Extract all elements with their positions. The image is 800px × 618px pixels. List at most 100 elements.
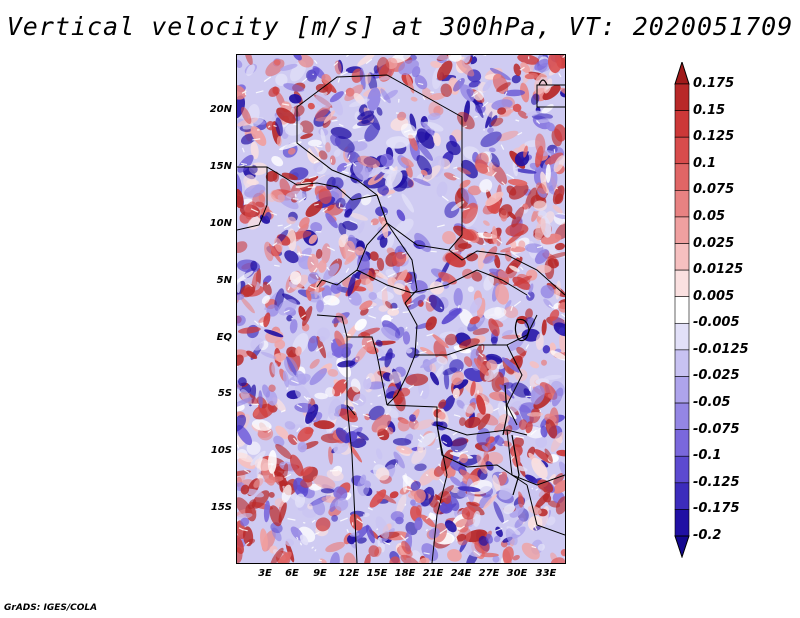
field-speckle [379, 235, 388, 248]
colorbar-tick-label: -0.005 [693, 315, 740, 331]
field-speckle [542, 84, 561, 101]
field-contour [306, 397, 311, 400]
field-contour [245, 541, 250, 546]
field-speckle [456, 399, 465, 409]
field-speckle [546, 122, 556, 132]
field-contour [376, 528, 379, 531]
lake-outlines [502, 79, 548, 496]
field-contour [459, 79, 462, 82]
field-contour [287, 518, 296, 521]
field-contour [269, 425, 271, 429]
field-speckle [525, 110, 541, 117]
field-speckle [450, 200, 465, 212]
colorbar-top-triangle [674, 62, 690, 85]
field-contour [365, 58, 373, 65]
field-speckle [359, 300, 373, 311]
field-contour [519, 266, 524, 271]
field-contour [403, 129, 411, 133]
field-speckle [279, 141, 302, 151]
field-contour [366, 339, 373, 343]
field-contour [243, 529, 248, 532]
field-speckle [542, 345, 551, 354]
field-speckle [281, 484, 292, 503]
field-speckle [319, 335, 326, 343]
field-speckle [438, 399, 447, 409]
field-speckle [540, 425, 548, 438]
field-speckle [325, 142, 331, 153]
field-speckle [484, 367, 499, 382]
field-speckle [518, 419, 528, 430]
field-speckle [482, 79, 493, 92]
field-contour [387, 195, 392, 198]
lon-label-33e: 33E [535, 568, 557, 579]
field-contour [292, 198, 299, 200]
field-speckle [518, 491, 525, 506]
field-contour [310, 261, 315, 266]
field-contour [517, 131, 523, 136]
field-contour [539, 410, 542, 413]
field-speckle [237, 424, 253, 446]
field-contour [308, 175, 317, 179]
field-speckle [287, 228, 297, 252]
field-contour [301, 314, 307, 319]
field-contour [422, 96, 426, 101]
field-speckle [433, 132, 441, 147]
field-contour [343, 163, 352, 168]
field-speckle [268, 384, 276, 392]
field-speckle [469, 297, 483, 314]
field-contour [263, 76, 272, 82]
colorbar-tick-label: 0.1 [693, 155, 717, 171]
lat-label-15n: 15N [209, 161, 232, 172]
field-speckle [273, 59, 281, 66]
field-contour [558, 72, 562, 78]
field-speckle [305, 404, 319, 424]
field-speckle [450, 476, 463, 487]
field-contour [267, 429, 272, 433]
field-speckle [315, 92, 332, 109]
lon-label-6e: 6E [285, 568, 299, 579]
field-speckle [455, 517, 476, 528]
field-speckle [246, 350, 258, 360]
field-speckle [427, 112, 441, 121]
field-speckle [505, 223, 529, 237]
field-speckle [539, 382, 558, 400]
field-contour [439, 478, 445, 485]
field-speckle [420, 356, 441, 368]
field-speckle [502, 548, 512, 563]
field-speckle [429, 92, 446, 101]
field-speckle [253, 408, 260, 417]
field-speckle [337, 360, 356, 368]
field-contour [345, 267, 350, 273]
field-contour [510, 305, 514, 311]
field-speckle [480, 131, 502, 148]
field-speckle [468, 80, 481, 88]
field-contour [408, 384, 415, 390]
field-contour [439, 528, 448, 535]
field-speckle [385, 268, 397, 279]
field-speckle [387, 308, 400, 316]
colorbar-tick-label: 0.05 [693, 208, 726, 224]
field-speckle [307, 102, 315, 110]
field-speckle [330, 282, 342, 294]
field-speckle [552, 204, 563, 214]
field-speckle [302, 305, 313, 327]
field-contour [303, 521, 306, 524]
field-speckle [309, 368, 328, 386]
field-contour [346, 529, 349, 533]
field-speckle [414, 232, 432, 253]
colorbar-box [674, 136, 690, 165]
field-speckle [498, 488, 513, 500]
field-speckle [516, 346, 526, 357]
field-contour [373, 460, 376, 464]
lon-label-9e: 9E [313, 568, 327, 579]
colorbar-box [674, 110, 690, 138]
field-speckle [451, 371, 464, 386]
field-speckle [307, 271, 319, 285]
field-contour [283, 309, 290, 314]
field-speckle [410, 96, 418, 102]
field-speckle [537, 210, 548, 218]
field-speckle [405, 73, 415, 94]
field-speckle [554, 124, 565, 142]
field-speckle [458, 417, 466, 426]
field-contour [383, 541, 391, 546]
